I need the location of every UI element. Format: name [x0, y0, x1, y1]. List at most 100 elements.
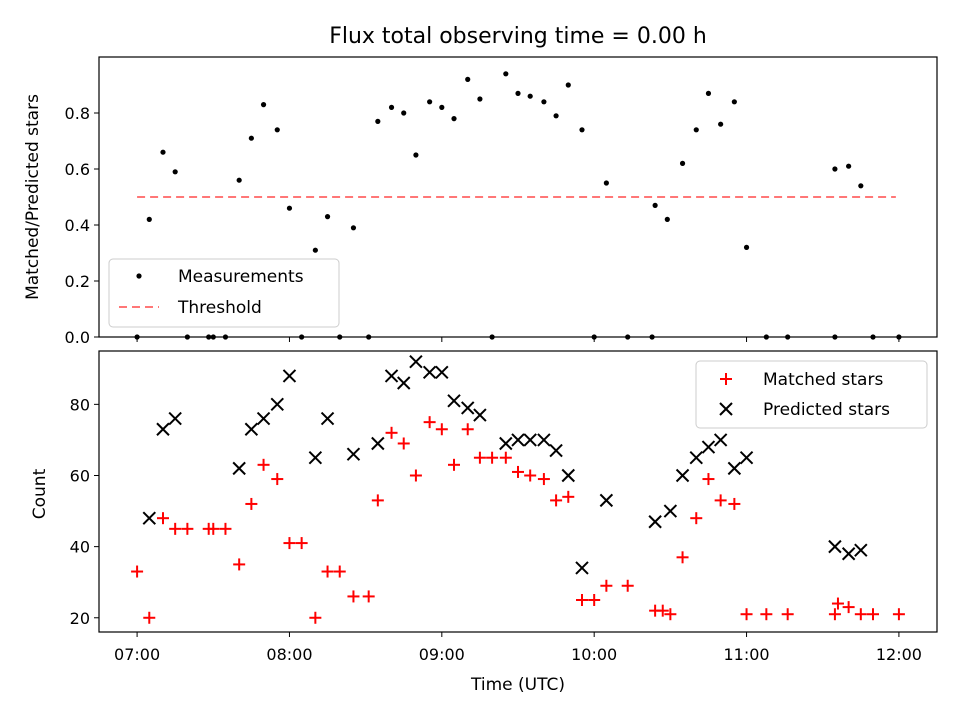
measurement-point [565, 82, 571, 88]
predicted-star-point [828, 539, 842, 554]
count-y-tick-label: 20 [70, 609, 90, 628]
measurement-point [527, 93, 533, 99]
matched-star-point [562, 490, 575, 503]
measurement-point [260, 102, 267, 108]
measurement-point [350, 225, 357, 231]
count-y-ticks: 20 40 60 80 [70, 395, 99, 628]
predicted-star-point [435, 365, 449, 380]
predicted-star-point [371, 436, 385, 451]
measurement-point [679, 160, 686, 166]
matched-star-point [385, 426, 398, 439]
predicted-star-point [308, 451, 323, 465]
measurement-point [718, 121, 724, 127]
predicted-star-point [727, 461, 742, 476]
matched-star-point [702, 473, 715, 486]
matched-star-point [550, 494, 563, 507]
count-legend-box [695, 360, 928, 429]
ratio-y-ticks: 0.0 0.2 0.4 0.6 0.8 [65, 104, 99, 347]
ratio-y-tick-label: 0.6 [65, 160, 90, 179]
matched-star-point [321, 565, 334, 578]
matched-star-point [690, 512, 703, 525]
count-axes-frame [98, 350, 938, 633]
measurement-point [664, 216, 670, 222]
measurement-point [401, 110, 407, 116]
figure-title: Flux total observing time = 0.00 h [329, 24, 707, 49]
measurement-point [146, 216, 152, 222]
predicted-star-point [854, 543, 868, 557]
matched-star-point [621, 579, 634, 592]
x-axis-label: Time (UTC) [470, 675, 565, 695]
predicted-star-point [599, 493, 614, 508]
measurement-point [451, 116, 457, 122]
matched-star-point [156, 512, 169, 525]
matched-star-point [740, 608, 753, 621]
predicted-star-point [320, 411, 335, 426]
matched-star-point [219, 522, 232, 535]
matched-star-point [524, 469, 537, 482]
count-plot-area [131, 354, 905, 624]
matched-star-point [664, 608, 677, 621]
predicted-star-point [142, 511, 156, 525]
legend-measurements-label: Measurements [178, 267, 304, 287]
matched-star-point [760, 608, 773, 621]
predicted-star-point [282, 369, 297, 383]
measurement-point [579, 127, 585, 133]
measurement-point [286, 205, 293, 211]
measurement-point [274, 127, 280, 133]
predicted-star-point [841, 547, 856, 561]
predicted-star-point [648, 515, 662, 529]
matched-star-point [867, 608, 880, 621]
matched-star-point [892, 608, 905, 621]
ratio-y-tick-label: 0.8 [65, 104, 90, 123]
measurement-point [503, 71, 509, 77]
measurement-point [375, 118, 381, 124]
count-y-tick-label: 60 [70, 466, 90, 485]
measurement-point [858, 183, 864, 189]
ratio-y-axis-label: Matched/Predicted stars [23, 94, 43, 300]
legend-matched-marker [720, 373, 732, 385]
measurement-point [515, 90, 521, 96]
matched-star-point [656, 604, 669, 617]
predicted-star-point [397, 376, 411, 390]
measurement-point [388, 104, 395, 110]
matched-star-point [486, 451, 499, 464]
predicted-star-point [270, 397, 284, 412]
legend-predicted-label: Predicted stars [763, 400, 890, 420]
x-tick-label: 07:00 [114, 645, 160, 664]
predicted-star-point [156, 422, 170, 436]
ratio-panel: 0.00.20.40.60.8 Matched/Predicted stars … [23, 56, 938, 347]
x-tick-label: 09:00 [419, 645, 465, 664]
matched-star-point [333, 565, 346, 578]
matched-star-point [397, 437, 410, 450]
predicted-star-point [561, 468, 575, 483]
matched-star-point [423, 416, 436, 429]
matched-star-point [537, 473, 550, 486]
x-tick-label: 08:00 [266, 645, 312, 664]
predicted-star-point [447, 394, 461, 408]
measurement-point [160, 149, 166, 155]
matched-star-point [842, 601, 855, 614]
measurement-point [439, 104, 445, 110]
legend-matched-label: Matched stars [763, 370, 883, 390]
matched-star-point [676, 551, 689, 564]
predicted-star-point [675, 468, 690, 483]
predicted-star-point [244, 422, 259, 436]
matched-star-point [512, 465, 524, 478]
measurement-point [236, 177, 242, 183]
measurement-point [172, 169, 178, 175]
matched-star-point [600, 579, 613, 592]
legend-measurements-marker [136, 273, 142, 279]
matched-star-point [309, 611, 322, 624]
predicted-star-point [689, 451, 703, 465]
ratio-x-ticks [136, 337, 900, 342]
predicted-star-point [168, 411, 182, 426]
measurement-point [248, 135, 254, 141]
matched-star-point [499, 451, 512, 464]
ratio-legend-box [108, 258, 340, 328]
predicted-star-point [739, 451, 754, 465]
predicted-star-point [422, 365, 437, 380]
predicted-star-point [256, 411, 271, 426]
measurement-point [705, 90, 712, 96]
